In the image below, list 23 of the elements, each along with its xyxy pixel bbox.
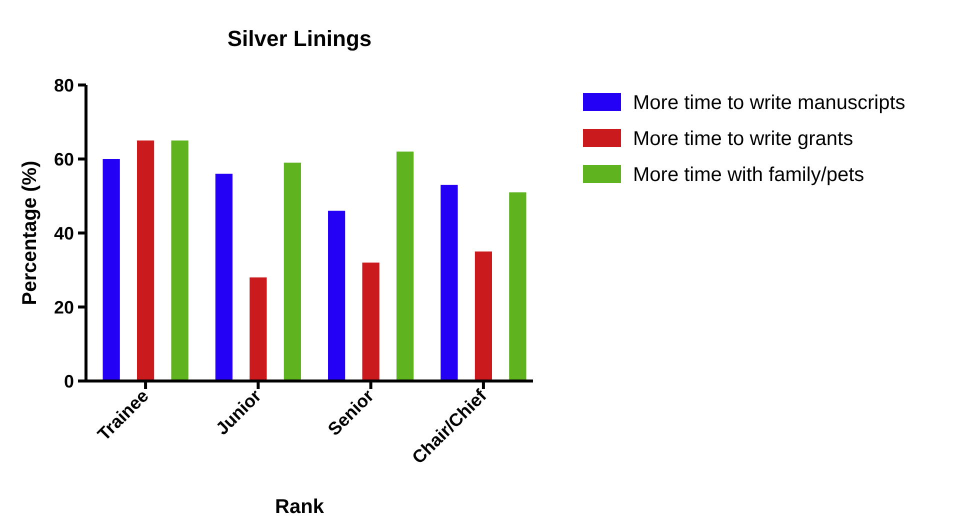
legend-label: More time with family/pets <box>633 164 864 186</box>
bar <box>136 140 154 381</box>
bar <box>215 174 233 381</box>
chart-title: Silver Linings <box>227 26 372 51</box>
bar <box>102 159 120 381</box>
y-tick-label: 20 <box>54 297 74 318</box>
x-axis-title: Rank <box>275 496 325 518</box>
bar <box>362 262 380 381</box>
bar <box>171 140 188 381</box>
y-tick-label: 80 <box>54 75 74 96</box>
y-tick-label: 0 <box>64 371 74 392</box>
bar <box>474 252 492 381</box>
bar <box>328 210 346 381</box>
bar <box>440 184 458 381</box>
y-axis-title: Percentage (%) <box>19 160 41 306</box>
bar <box>509 192 526 381</box>
y-tick-label: 40 <box>54 223 74 244</box>
bar <box>250 277 267 381</box>
bar <box>284 162 301 381</box>
legend-label: More time to write manuscripts <box>633 92 906 114</box>
bar <box>396 152 414 381</box>
legend-label: More time to write grants <box>633 128 854 150</box>
y-tick-label: 60 <box>54 149 74 170</box>
